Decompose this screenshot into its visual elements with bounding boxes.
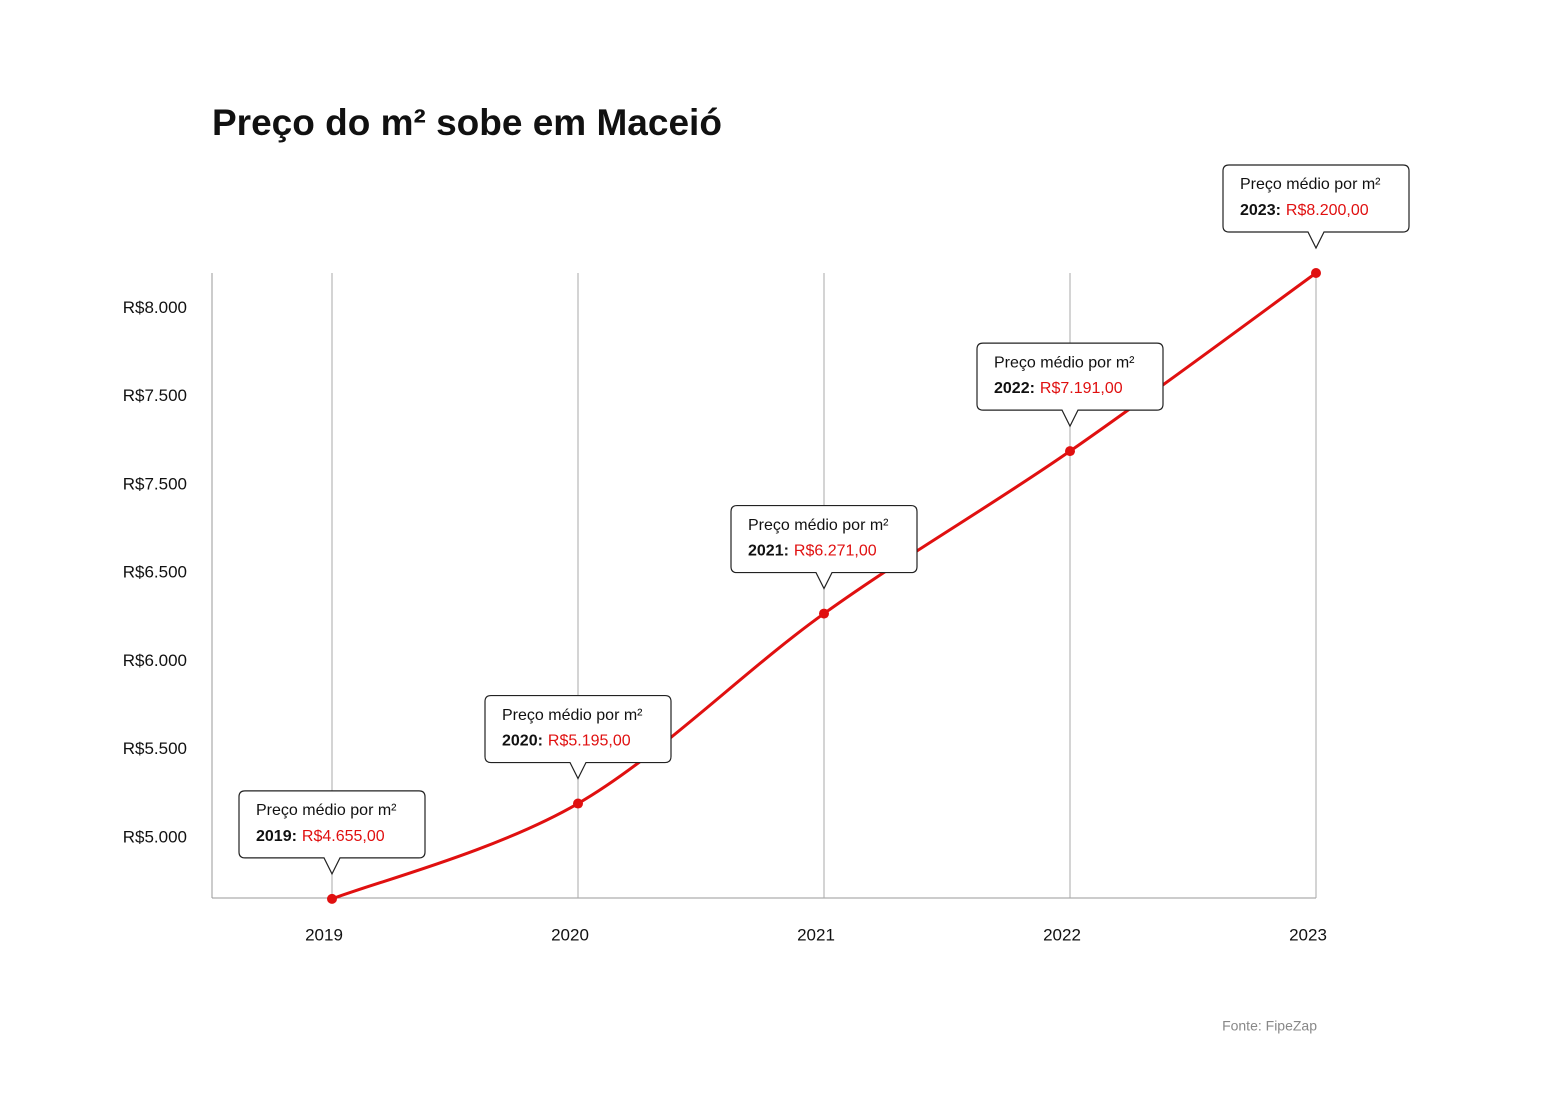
y-tick-label: R$7.500 — [123, 386, 187, 405]
source: Fonte: FipeZap — [1222, 1018, 1317, 1034]
value-label: R$5.195,00 — [548, 733, 631, 750]
callout-year: 2019: — [256, 828, 297, 845]
y-tick-label: R$5.500 — [123, 739, 187, 758]
x-tick-label: 2021 — [797, 925, 835, 944]
callout-title: Preço médio por m² — [502, 707, 643, 724]
y-tick-label: R$8.000 — [123, 298, 187, 317]
callout-year: 2020: — [502, 733, 543, 750]
x-tick-label: 2022 — [1043, 925, 1081, 944]
point — [1311, 268, 1321, 278]
x-tick-label: 2019 — [305, 925, 343, 944]
point — [1065, 446, 1075, 457]
callout-value: 2020: R$5.195,00 — [502, 733, 631, 750]
point — [327, 893, 337, 904]
y-tick-label: R$6.000 — [123, 651, 187, 670]
y-tick-label: R$5.000 — [123, 827, 187, 846]
callout-box — [1222, 164, 1410, 250]
callout: Preço médio por m² 2023: R$8.200,00 — [1222, 164, 1410, 250]
callout-year: 2023: — [1240, 202, 1281, 219]
callout-value: 2021: R$6.271,00 — [748, 543, 877, 560]
value-label: R$8.200,00 — [1286, 202, 1369, 219]
callout-title: Preço médio por m² — [1240, 176, 1381, 193]
plot-area: R$5.000 R$5.500 R$6.000 R$6.500 R$7.500 R$7.5… — [123, 164, 1410, 944]
callout-box — [238, 790, 426, 876]
callout-title: Preço médio por m² — [994, 354, 1135, 371]
callout-value: 2023: R$8.200,00 — [1240, 202, 1369, 219]
callout-box — [976, 342, 1164, 428]
callout-year: 2022: — [994, 380, 1035, 397]
chart-title: Preço do m² sobe em Maceió — [212, 102, 722, 143]
x-tick-label: 2023 — [1289, 925, 1327, 944]
y-tick-label: R$6.500 — [123, 563, 187, 582]
callout-year: 2021: — [748, 543, 789, 560]
callout: Preço médio por m² 2019: R$4.655,00 — [238, 790, 426, 876]
y-tick-label: R$7.500 — [123, 474, 187, 493]
callout-title: Preço médio por m² — [748, 517, 889, 534]
callout-box — [484, 694, 672, 780]
callout-box — [730, 504, 918, 590]
callout-value: 2019: R$4.655,00 — [256, 828, 385, 845]
value-label: R$7.191,00 — [1040, 380, 1123, 397]
value-label: R$4.655,00 — [302, 828, 385, 845]
callout: Preço médio por m² 2020: R$5.195,00 — [484, 694, 672, 780]
callout-title: Preço médio por m² — [256, 802, 397, 819]
callout-value: 2022: R$7.191,00 — [994, 380, 1123, 397]
callout: Preço médio por m² 2021: R$6.271,00 — [730, 504, 918, 590]
point — [573, 798, 583, 809]
callout: Preço médio por m² 2022: R$7.191,00 — [976, 342, 1164, 428]
x-tick-label: 2020 — [551, 925, 589, 944]
value-label: R$6.271,00 — [794, 543, 877, 560]
point — [819, 608, 829, 619]
